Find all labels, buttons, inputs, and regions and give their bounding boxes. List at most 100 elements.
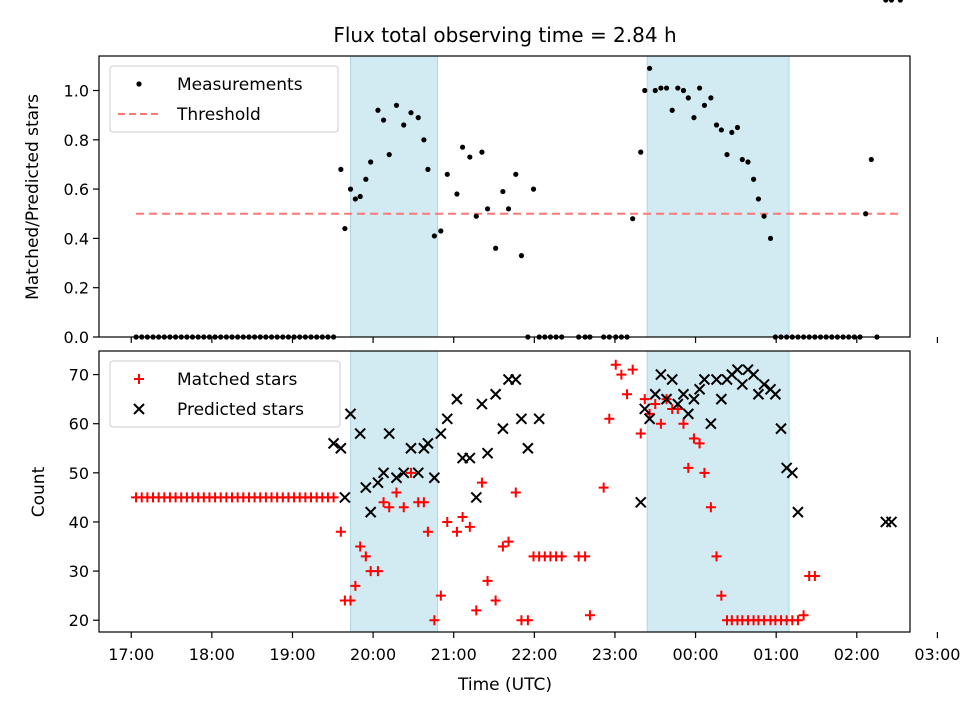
predicted-star-point [533,413,545,425]
measurement-point [739,156,745,163]
predicted-star-point [344,408,357,420]
measurement-point [734,124,741,131]
matched-star-point [616,369,627,380]
shaded-interval-1 [646,55,790,338]
y-tick-label: 70 [69,366,89,385]
predicted-star-point [470,491,482,504]
predicted-star-point [682,408,695,420]
bottom-x-ticks: 17:00 18:00 19:00 20:00 21:00 22:00 23:00 00:00… [108,632,960,664]
matched-star-point [360,551,371,562]
measurement-point [518,253,525,259]
y-tick-label: 0.2 [64,279,89,298]
legend-matched-marker [134,374,144,384]
matched-star-point [809,570,820,581]
matched-star-point [580,551,591,562]
x-tick-label: 23:00 [592,645,638,664]
matched-star-point [442,516,453,527]
top-x-ticks [130,337,939,343]
matched-star-point [435,590,446,601]
measurement-point [868,156,874,163]
top-legend-box [109,65,339,133]
predicted-star-point [476,398,488,410]
matched-star-point [355,541,366,552]
matched-star-point [556,551,567,562]
y-tick-label: 30 [69,562,89,581]
measurement-point [467,154,473,160]
measurement-point [718,127,724,133]
matched-star-point [510,487,521,498]
x-tick-label: 01:00 [753,645,799,664]
x-axis-label: Time (UTC) [457,675,552,695]
y-tick-label: 50 [69,464,89,483]
measurement-point [696,85,703,91]
legend-measurements-label: Measurements [177,75,303,95]
predicted-star-point [885,516,898,528]
measurement-point [500,188,506,195]
measurement-point [368,159,374,165]
predicted-star-point [422,437,434,450]
predicted-star-point [666,373,678,386]
matched-star-point [350,580,361,591]
x-tick-label: 18:00 [189,645,235,664]
matched-star-point [650,399,661,410]
predicted-star-point [372,476,384,489]
matched-star-point [429,615,440,626]
predicted-star-point [398,467,410,479]
matched-star-point [482,575,493,586]
predicted-star-point [698,373,711,386]
matched-star-point [798,610,809,621]
bottom-y-ticks: 20 30 40 50 60 70 [69,366,99,630]
y-tick-label: 0.6 [64,180,89,199]
bottom-shaded-intervals [350,350,790,633]
matched-star-point [522,615,533,626]
measurement-point [755,196,762,202]
matched-star-point [792,615,803,626]
matched-star-point [464,521,475,532]
predicted-star-point [335,442,347,454]
measurement-point [647,65,653,71]
predicted-star-point [655,368,667,381]
predicted-star-point [515,413,528,425]
matched-star-point [405,467,416,478]
matched-star-point [716,590,727,601]
measurement-point [393,102,400,108]
measurement-point [883,0,889,3]
measurement-point [691,115,697,121]
predicted-star-point [649,388,661,400]
matched-star-point [391,487,402,498]
legend-predicted-marker [133,403,145,415]
measurement-point [484,206,491,212]
predicted-star-point [639,403,651,415]
measurement-point [745,159,751,165]
matched-star-point [418,497,429,508]
measurement-point [675,85,681,91]
matched-star-point [678,418,689,429]
predicted-star-point [758,378,770,391]
predicted-star-point [635,496,647,509]
predicted-star-point [688,393,700,405]
predicted-star-point [451,393,463,405]
measurements-series [133,0,903,340]
predicted-star-point [481,447,494,459]
measurement-point [363,176,369,182]
matched-stars-series [131,359,820,626]
measurement-point [513,171,519,177]
top-ylabel: Matched/Predicted stars [23,94,43,300]
measurement-point [863,211,869,217]
predicted-star-point [710,373,723,386]
matched-star-point [328,492,339,503]
measurement-point [415,115,421,121]
predicted-star-point [715,393,728,405]
y-tick-label: 60 [69,415,89,434]
predicted-star-point [464,452,476,464]
measurement-point [638,149,644,155]
y-tick-label: 0.8 [64,131,89,150]
matched-star-point [672,403,683,414]
predicted-star-point [731,363,744,376]
measurement-point [663,85,670,91]
predicted-star-point [792,506,804,518]
bottom-legend: Matched stars Predicted stars [109,360,341,428]
matched-star-point [604,413,615,424]
predicted-star-point [435,427,447,440]
legend-threshold-label: Threshold [176,105,261,125]
